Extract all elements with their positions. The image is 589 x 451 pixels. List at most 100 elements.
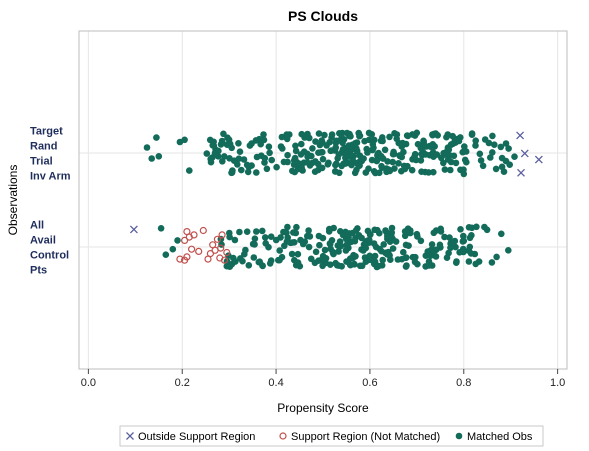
matched-point: [321, 246, 329, 254]
matched-point: [319, 155, 327, 163]
matched-point: [342, 247, 350, 254]
matched-point: [453, 258, 460, 265]
matched-point: [447, 244, 454, 252]
matched-point: [155, 153, 163, 160]
x-tick-label: 0.4: [268, 377, 283, 389]
matched-point: [174, 237, 181, 244]
matched-point: [479, 162, 487, 170]
matched-point: [279, 145, 286, 152]
matched-point: [403, 132, 411, 139]
matched-point: [241, 250, 248, 258]
matched-point: [505, 145, 512, 152]
chart-title: PS Clouds: [288, 8, 358, 24]
matched-point: [387, 256, 394, 264]
matched-point: [318, 137, 326, 144]
matched-point: [248, 140, 255, 147]
category-label-target: Target: [30, 126, 63, 138]
matched-point: [438, 154, 445, 162]
x-axis-ticks: 0.0 0.2 0.4 0.6 0.8 1.0: [81, 369, 565, 389]
matched-point: [456, 249, 463, 256]
matched-point: [280, 158, 288, 166]
matched-point: [420, 140, 428, 148]
matched-point: [430, 249, 437, 256]
matched-point: [441, 233, 448, 241]
matched-point: [231, 236, 239, 244]
matched-point: [263, 165, 271, 173]
matched-point: [308, 152, 315, 160]
matched-point: [260, 136, 268, 144]
legend-marker-unmatched: [279, 432, 287, 440]
matched-point: [401, 228, 409, 235]
matched-point: [362, 169, 370, 176]
matched-point: [305, 243, 313, 251]
matched-point: [348, 161, 355, 169]
matched-point: [314, 160, 322, 168]
matched-point: [292, 142, 299, 150]
legend-item-outside: Outside Support Region: [126, 431, 255, 443]
matched-point: [291, 159, 298, 167]
matched-point: [143, 144, 151, 151]
matched-point: [235, 140, 242, 147]
matched-point: [221, 153, 228, 160]
matched-point: [352, 227, 360, 234]
matched-point: [355, 232, 363, 239]
matched-point: [366, 252, 374, 260]
plot-frame: [78, 30, 568, 370]
matched-point: [411, 153, 418, 160]
matched-point: [245, 262, 253, 269]
matched-point: [444, 132, 451, 139]
matched-point: [309, 145, 316, 152]
matched-point: [306, 233, 314, 240]
matched-point: [315, 149, 322, 156]
matched-point: [463, 158, 470, 166]
matched-point: [326, 240, 334, 248]
matched-point: [347, 261, 354, 269]
matched-point: [473, 223, 480, 231]
matched-point: [237, 255, 244, 262]
unmatched-point: [181, 256, 189, 264]
matched-point: [235, 155, 243, 162]
matched-point: [244, 168, 252, 176]
matched-point: [384, 233, 391, 240]
matched-point: [498, 163, 506, 171]
matched-point: [342, 150, 350, 158]
x-tick-label: 0.2: [175, 377, 190, 389]
matched-point: [380, 241, 388, 248]
matched-point: [232, 258, 239, 265]
matched-point: [377, 137, 385, 145]
matched-point: [363, 145, 371, 153]
matched-point: [346, 132, 353, 140]
matched-point: [389, 245, 397, 252]
x-tick-label: 0.0: [81, 377, 96, 389]
matched-point: [333, 160, 340, 167]
matched-point: [220, 130, 227, 138]
matched-point: [356, 262, 364, 270]
matched-point: [430, 168, 437, 176]
matched-point: [338, 263, 346, 270]
matched-point: [209, 142, 216, 149]
matched-point: [322, 254, 330, 262]
matched-point: [422, 252, 430, 259]
matched-point: [356, 132, 363, 140]
matched-point: [472, 137, 480, 144]
matched-point: [505, 247, 512, 254]
matched-point: [411, 258, 419, 266]
legend-box: [119, 425, 544, 447]
matched-point: [492, 165, 500, 173]
matched-point: [487, 154, 494, 161]
matched-point: [321, 131, 328, 139]
matched-point: [261, 154, 269, 162]
matched-point: [316, 241, 323, 249]
outside-point: [516, 131, 525, 140]
unmatched-point: [195, 247, 203, 255]
matched-point: [291, 168, 299, 176]
matched-point: [234, 161, 241, 168]
matched-point: [273, 163, 280, 171]
matched-point: [414, 233, 421, 240]
matched-point: [223, 141, 231, 148]
matched-point: [457, 226, 464, 233]
matched-point: [408, 166, 416, 174]
legend-label-matched: Matched Obs: [467, 431, 533, 443]
matched-point: [181, 136, 188, 144]
